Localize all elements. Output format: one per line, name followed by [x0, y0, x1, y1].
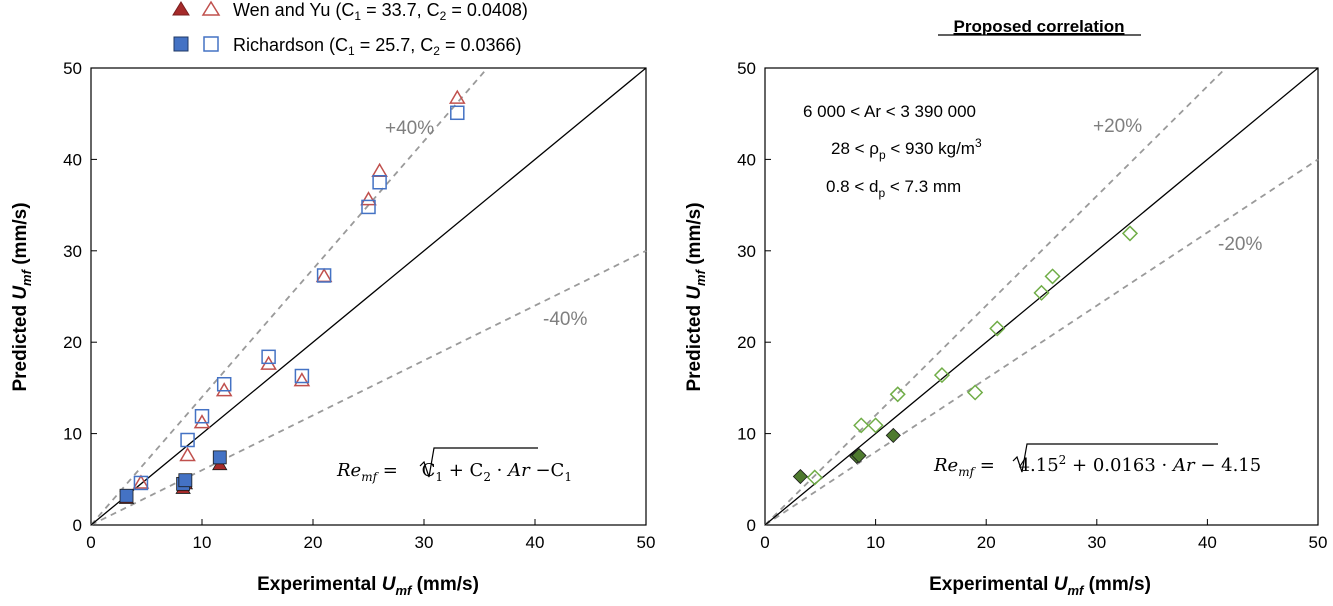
- data-points: [118, 89, 466, 504]
- point-wen-and-yu-open: [371, 162, 388, 178]
- ticks: 0 10 20 30 40 50 0 10 20 30 40 50: [63, 59, 655, 552]
- band-label-lower: -40%: [543, 309, 587, 330]
- x-tick-label: 0: [86, 533, 95, 552]
- plot-frame: [764, 67, 1319, 526]
- point-proposed-open: [989, 320, 1006, 337]
- x-axis-title: Experimental Umf (mm/s): [929, 574, 1151, 598]
- y-tick-label: 40: [63, 150, 82, 169]
- point-richardson-open: [294, 368, 310, 384]
- reference-lines: [764, 67, 1319, 526]
- point-wen-and-yu-open: [132, 474, 150, 489]
- point-richardson-open: [216, 376, 232, 392]
- point-richardson-open: [372, 175, 387, 190]
- chart-right: Proposed correlation 0 10 20 30 40 50 0 10 20 30 4…: [684, 17, 1327, 598]
- point-wen-and-yu-open: [293, 372, 311, 387]
- x-tick-label: 30: [415, 533, 434, 552]
- point-proposed-open: [853, 417, 870, 434]
- point-richardson-filled: [178, 473, 193, 488]
- point-richardson-open: [261, 349, 276, 365]
- condition-density: 28 < ρp < 930 kg/m3: [831, 136, 982, 162]
- condition-ar: 6 000 < Ar < 3 390 000: [803, 102, 976, 121]
- x-tick-label: 50: [637, 533, 656, 552]
- point-proposed-filled: [885, 427, 901, 443]
- point-proposed-filled: [792, 468, 808, 485]
- point-proposed-open: [867, 417, 884, 434]
- point-richardson-open: [194, 408, 210, 424]
- y-tick-label: 30: [63, 242, 82, 261]
- point-proposed-open: [1044, 268, 1061, 285]
- legend-marker-richardson-open: [203, 36, 219, 52]
- x-tick-label: 30: [1087, 533, 1106, 552]
- point-wen-and-yu-open: [179, 447, 196, 462]
- legend-label-wen-yu: Wen and Yu (C1 = 33.7, C2 = 0.0408): [233, 0, 528, 23]
- y-tick-label: 20: [737, 333, 756, 352]
- x-axis-title: Experimental Umf (mm/s): [257, 574, 479, 598]
- band-label-lower: -20%: [1218, 234, 1262, 255]
- legend-marker-wen-yu-filled: [172, 1, 190, 16]
- condition-diameter: 0.8 < dp < 7.3 mm: [826, 177, 961, 200]
- y-tick-label: 30: [737, 242, 756, 261]
- y-tick-label: 0: [747, 516, 756, 535]
- x-tick-label: 40: [1198, 533, 1217, 552]
- y-tick-label: 10: [737, 425, 756, 444]
- parity-line: [764, 67, 1319, 526]
- point-richardson-open: [133, 475, 149, 491]
- point-wen-and-yu-open: [315, 267, 333, 283]
- upper-band-line: [764, 67, 1227, 526]
- chart-left: Wen and Yu (C1 = 33.7, C2 = 0.0408) Rich…: [10, 0, 655, 598]
- point-proposed-open: [1121, 225, 1139, 242]
- sqrt-sign: [1012, 443, 1218, 473]
- conditions-box: 6 000 < Ar < 3 390 000 28 < ρp < 930 kg/…: [803, 102, 982, 200]
- y-tick-label: 40: [737, 150, 756, 169]
- band-label-upper: +20%: [1093, 116, 1142, 137]
- point-wen-and-yu-open: [193, 414, 211, 429]
- y-tick-label: 50: [63, 59, 82, 78]
- equation: Remf = C1 + C2 · Ar −C1: [336, 460, 572, 484]
- point-richardson-open: [361, 199, 376, 215]
- upper-band-line: [90, 67, 489, 526]
- lower-band-line: [764, 158, 1319, 526]
- y-tick-label: 10: [63, 425, 82, 444]
- x-tick-label: 10: [866, 533, 885, 552]
- point-proposed-open: [806, 469, 823, 486]
- x-tick-label: 10: [193, 533, 212, 552]
- parity-line: [90, 67, 647, 526]
- point-richardson-open: [316, 268, 332, 283]
- point-proposed-open: [1033, 284, 1050, 301]
- point-wen-and-yu-open: [215, 382, 233, 397]
- sqrt-sign: [419, 447, 538, 478]
- data-points: [792, 225, 1139, 486]
- x-tick-label: 0: [760, 533, 769, 552]
- chart-title: Proposed correlation: [954, 17, 1125, 36]
- x-tick-label: 40: [526, 533, 545, 552]
- legend-label-richardson: Richardson (C1 = 25.7, C2 = 0.0366): [233, 35, 522, 58]
- x-tick-label: 20: [977, 533, 996, 552]
- point-wen-and-yu-open: [360, 191, 377, 206]
- legend-marker-richardson-filled: [173, 36, 189, 52]
- point-richardson-open: [180, 432, 195, 448]
- y-tick-label: 0: [73, 516, 82, 535]
- point-richardson-open: [450, 105, 465, 121]
- point-richardson-filled: [119, 488, 134, 503]
- point-proposed-open: [967, 384, 984, 401]
- point-proposed-open: [889, 386, 906, 403]
- point-proposed-open: [933, 367, 951, 384]
- legend: Wen and Yu (C1 = 33.7, C2 = 0.0408) Rich…: [172, 0, 528, 58]
- band-label-upper: +40%: [385, 118, 434, 139]
- y-axis-title: Predicted Umf (mm/s): [684, 202, 708, 391]
- legend-marker-wen-yu-open: [201, 0, 221, 16]
- point-richardson-filled: [212, 450, 227, 465]
- y-tick-label: 50: [737, 59, 756, 78]
- y-tick-label: 20: [63, 333, 82, 352]
- point-wen-and-yu-open: [448, 89, 466, 104]
- equation: Remf = 4.152 + 0.0163 · Ar − 4.15: [933, 453, 1261, 479]
- plot-frame: [90, 67, 647, 526]
- x-tick-label: 20: [304, 533, 323, 552]
- reference-lines: [90, 67, 647, 526]
- x-tick-label: 50: [1309, 533, 1328, 552]
- ticks: 0 10 20 30 40 50 0 10 20 30 40 50: [737, 59, 1327, 552]
- y-axis-title: Predicted Umf (mm/s): [10, 202, 34, 391]
- point-proposed-filled: [851, 447, 867, 464]
